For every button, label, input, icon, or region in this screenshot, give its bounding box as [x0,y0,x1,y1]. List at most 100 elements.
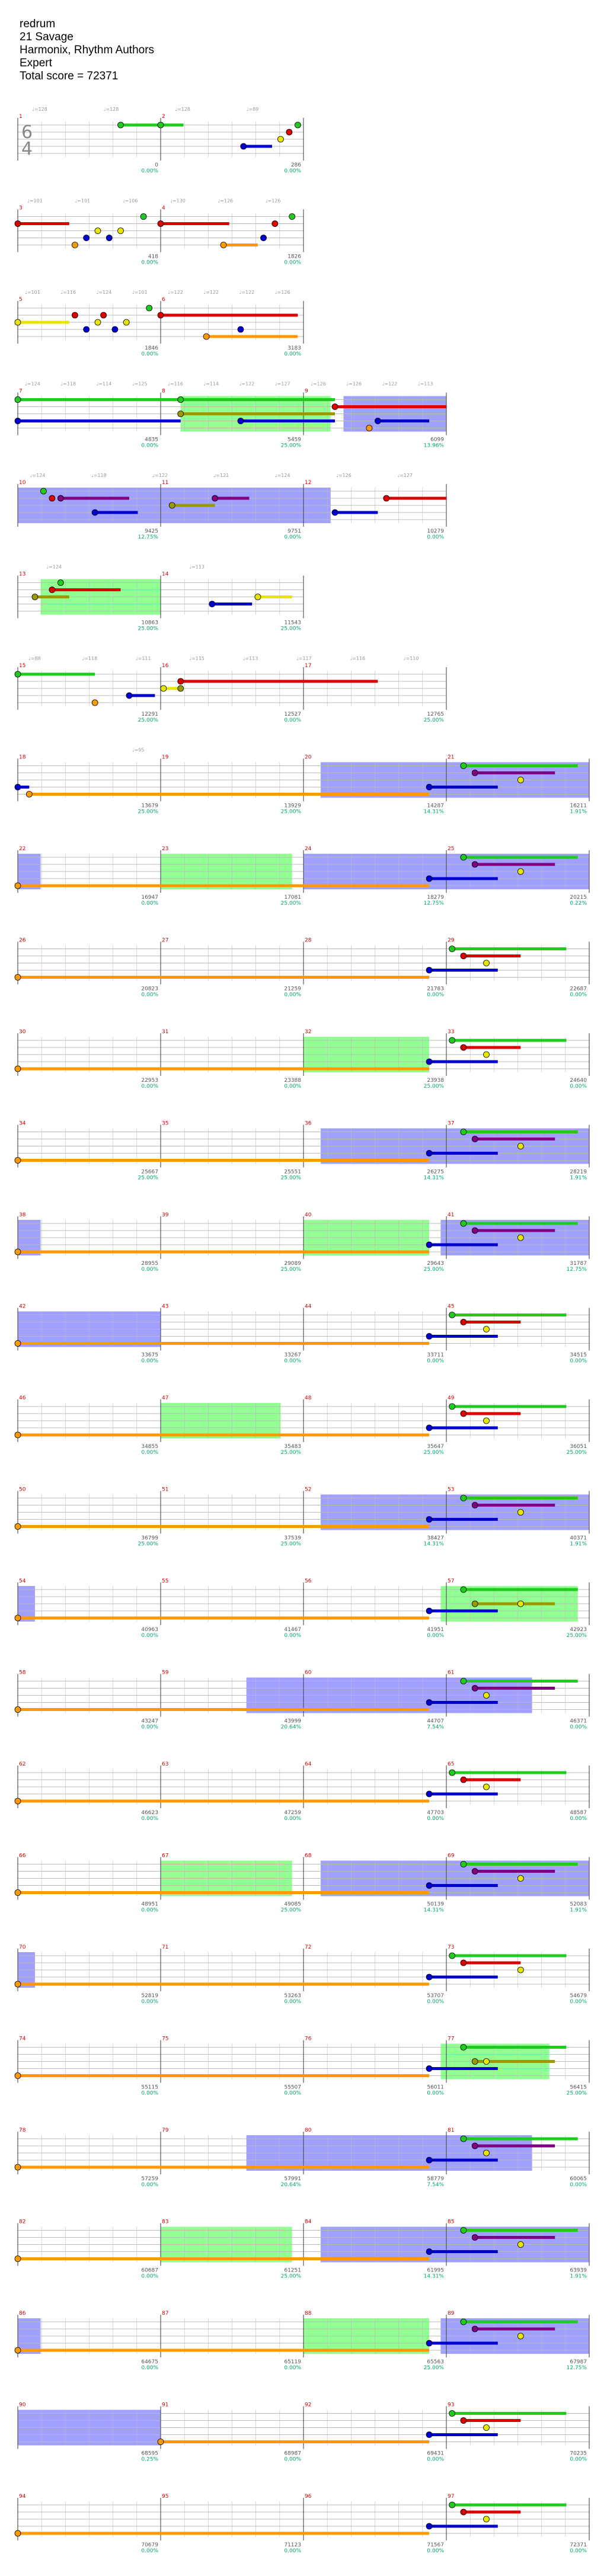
measure-score: 28955 [141,1261,158,1267]
note-gem [483,2424,490,2431]
note-gem [331,403,338,410]
measure-number: 45 [448,1304,454,1310]
measure-percent: 0.22% [570,901,587,906]
measure-score: 23938 [427,1078,444,1084]
measure-percent: 0.00% [284,1633,301,1639]
measure-percent: 25.00% [138,1542,159,1547]
chart-row: 38289550.00%392908925.00%402964325.00%41… [14,1212,590,1273]
measure-score: 68987 [284,2451,301,2457]
measure-number: 55 [162,1578,168,1584]
measure-score: 29643 [427,1261,444,1267]
measure-number: 78 [19,2128,26,2133]
measure-number: 80 [305,2128,312,2133]
note-gem [157,121,164,129]
note-gem [140,213,147,220]
tempo-marker: ♩=111 [136,656,151,661]
measure-number: 85 [448,2219,454,2225]
note-gem [483,1783,490,1790]
measure-number: 27 [162,938,168,944]
measure-score: 57991 [284,2176,301,2182]
note-gem [286,129,293,136]
tempo-marker: ♩=121 [214,473,229,478]
measure-score: 72371 [570,2542,587,2548]
measure-percent: 25.00% [424,1267,445,1273]
measure-score: 20215 [570,895,587,901]
tempo-marker: ♩=117 [296,656,312,661]
measure-score: 48951 [141,1902,158,1908]
measure-score: 20823 [141,986,158,992]
note-gem [460,2417,467,2424]
measure-number: 49 [448,1395,455,1401]
note-gem [14,784,21,790]
measure-score: 43999 [284,1719,301,1725]
note-gem [426,1516,433,1523]
note-gem [289,213,296,220]
tempo-marker: ♩=88 [28,656,41,661]
measure-percent: 0.00% [284,1816,301,1822]
measure-number: 94 [19,2494,26,2500]
measure-score: 55115 [141,2085,158,2091]
note-gem [426,1424,433,1431]
note-gem [460,854,467,861]
note-gem [271,220,279,227]
tempo-marker: ♩=128 [104,107,119,112]
tempo-marker: ♩=116 [168,382,183,387]
note-gem [449,1037,456,1044]
measure-score: 53707 [427,1993,444,1999]
measure-percent: 13.96% [424,443,445,449]
tempo-marker: ♩=128 [175,107,190,112]
note-gem [460,1495,467,1501]
time-signature: 4 [21,139,33,159]
measure-percent: 0.00% [141,1908,158,1914]
measure-score: 44707 [427,1719,444,1725]
note-gem [460,1861,467,1867]
measure-score: 1826 [287,254,301,260]
tempo-marker: ♩=127 [397,473,413,478]
measure-number: 92 [305,2402,311,2408]
measure-score: 65119 [284,2359,301,2365]
note-gem [426,1150,433,1156]
measure-percent: 0.00% [284,2548,301,2554]
measure-score: 21259 [284,986,301,992]
measure-number: 75 [162,2036,168,2042]
note-gem [449,1769,456,1776]
measure-percent: 25.00% [281,1175,302,1181]
measure-score: 3183 [287,345,301,351]
measure-number: 53 [448,1487,454,1493]
measure-score: 53263 [284,1993,301,1999]
note-gem [449,2501,456,2508]
measure-percent: 0.00% [427,1359,444,1364]
measure-score: 6099 [430,437,444,443]
note-gem [460,1319,467,1325]
measure-number: 6 [162,297,165,303]
note-gem [31,594,39,600]
measure-number: 91 [162,2402,168,2408]
note-gem [483,2149,490,2157]
measure-score: 24640 [570,1078,587,1084]
measure-number: 39 [162,1212,169,1218]
measure-number: 2 [162,114,165,120]
measure-score: 12291 [141,712,158,717]
measure-percent: 25.00% [424,1450,445,1456]
measure-percent: 20.64% [281,2182,302,2188]
note-gem [517,1600,524,1607]
measure-score: 4835 [145,437,158,443]
measure-percent: 0.00% [284,2365,301,2371]
measure-score: 36051 [570,1444,587,1450]
note-gem [483,1051,490,1058]
measure-number: 5 [19,297,23,303]
measure-percent: 25.00% [281,2274,302,2280]
measure-percent: 25.00% [281,1542,302,1547]
measure-number: 73 [448,1944,454,1950]
note-gem [72,312,78,319]
measure-percent: 0.00% [570,1725,587,1731]
measure-number: 64 [305,1761,312,1767]
measure-score: 13929 [284,803,301,809]
note-gem [517,1234,524,1241]
note-gem [168,502,175,509]
note-gem [426,2431,433,2438]
chart-row: 54409630.00%55414670.00%56419510.00%5742… [14,1578,590,1639]
